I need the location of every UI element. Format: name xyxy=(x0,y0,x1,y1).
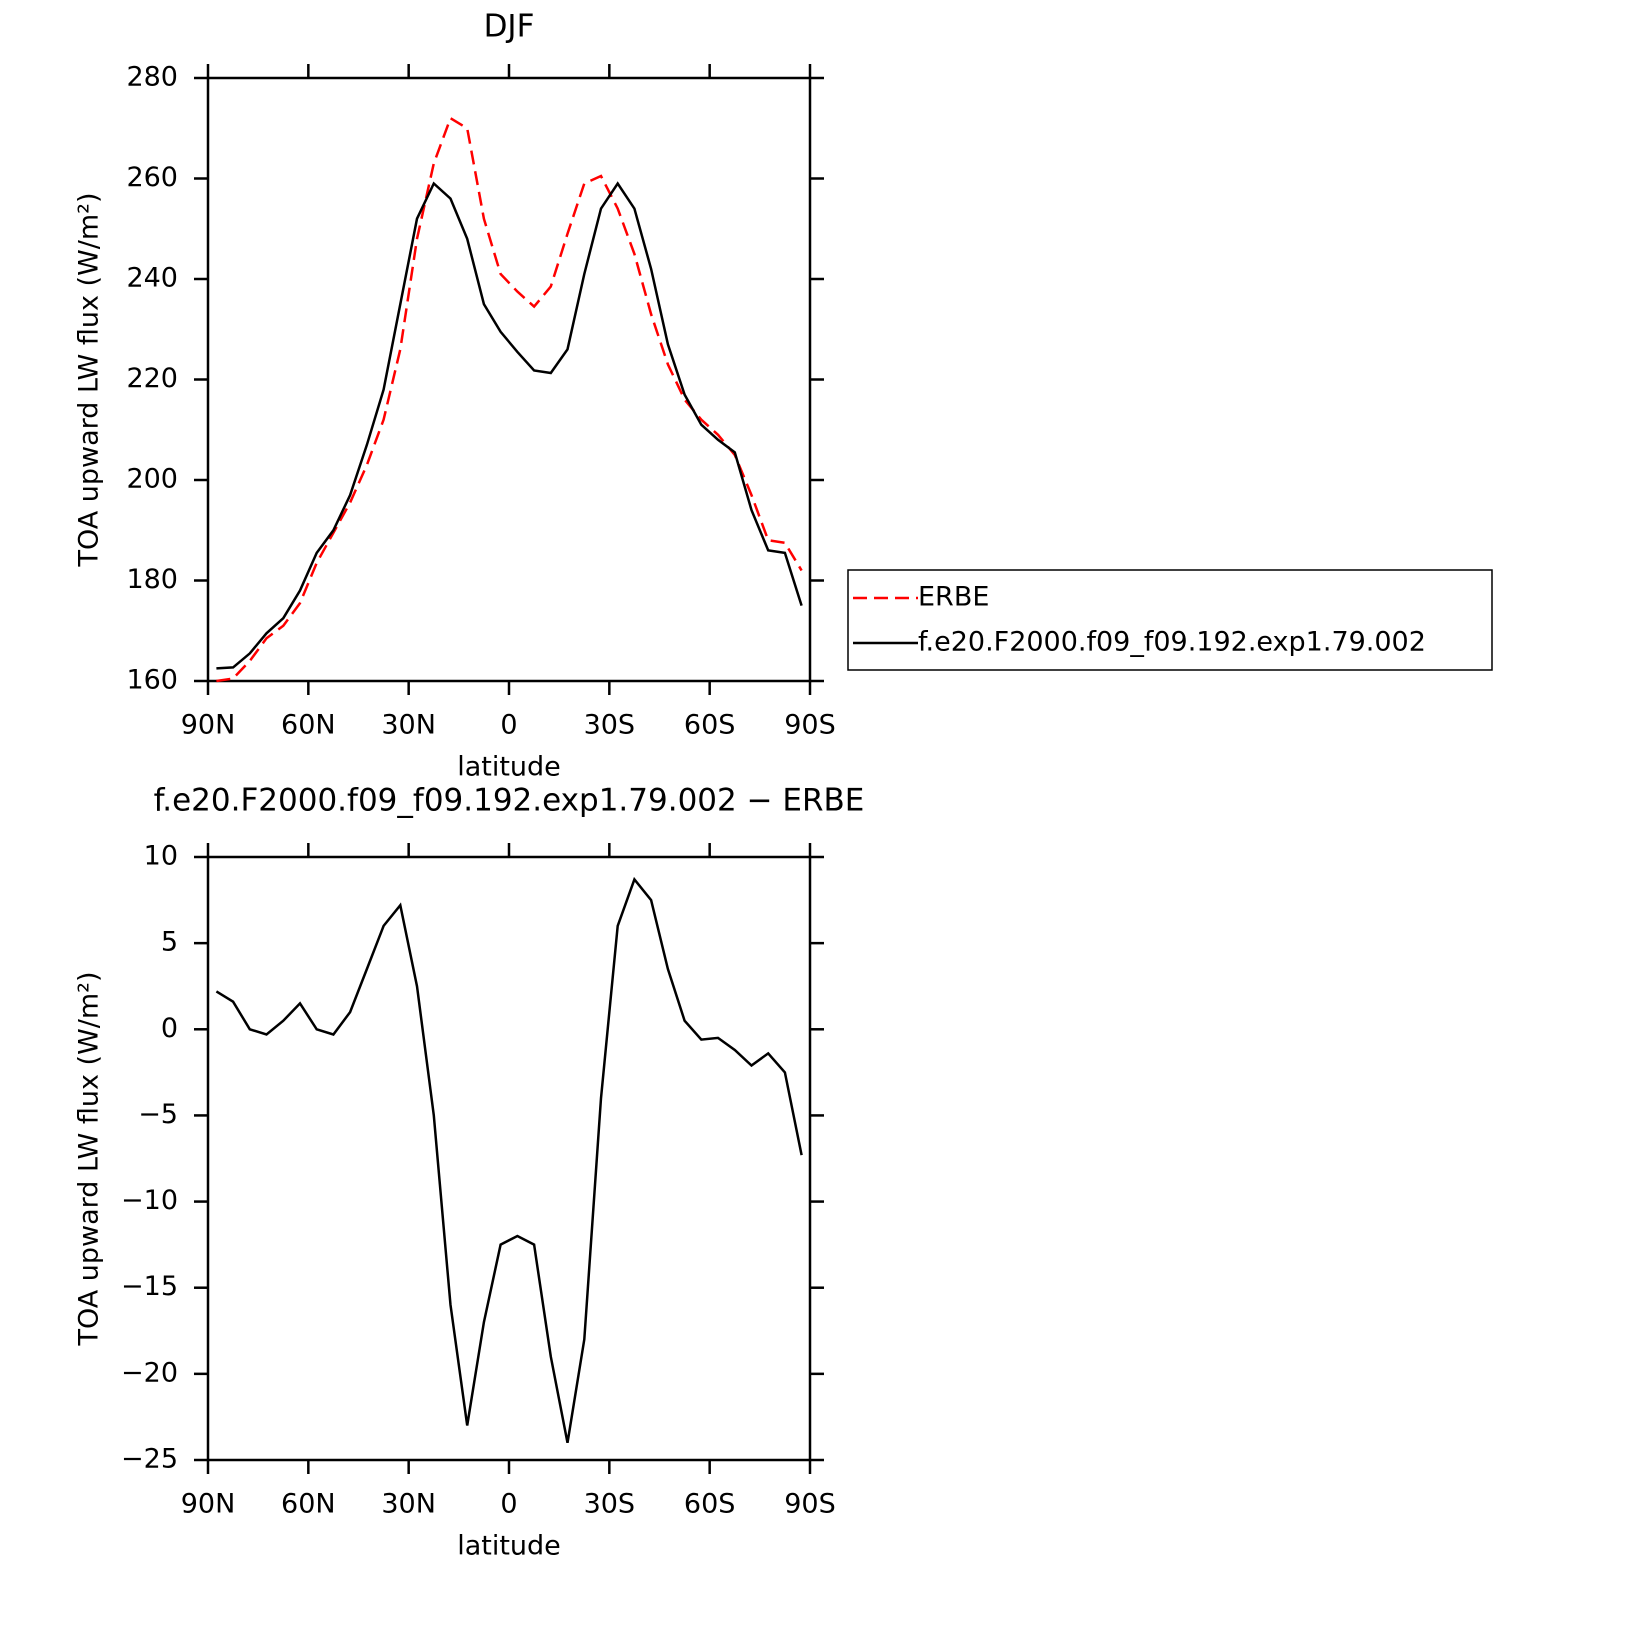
x-axis-label: latitude xyxy=(457,1531,561,1562)
data-line xyxy=(215,876,803,1444)
x-tick-label: 60N xyxy=(281,1489,336,1520)
x-tick-label: 30S xyxy=(584,710,636,741)
y-tick-label: 160 xyxy=(126,665,178,696)
y-tick-label: 220 xyxy=(126,363,178,394)
legend-label: ERBE xyxy=(918,582,989,613)
y-tick-label: 5 xyxy=(161,927,178,958)
plot-frame xyxy=(206,76,812,683)
x-tick-label: 30N xyxy=(381,1489,436,1520)
y-tick-label: −20 xyxy=(121,1357,178,1388)
x-tick-label: 60S xyxy=(684,1489,736,1520)
data-line xyxy=(216,116,803,683)
x-tick-label: 90N xyxy=(181,710,236,741)
plot-frame xyxy=(206,855,812,1462)
y-tick-label: 0 xyxy=(161,1013,178,1044)
y-tick-label: 240 xyxy=(126,263,178,294)
x-tick-label: 60N xyxy=(281,710,336,741)
x-tick-label: 30N xyxy=(381,710,436,741)
x-tick-label: 90N xyxy=(181,1489,236,1520)
x-tick-label: 90S xyxy=(784,1489,836,1520)
x-tick-label: 0 xyxy=(500,710,517,741)
y-axis-label: TOA upward LW flux (W/m²) xyxy=(74,971,105,1346)
y-tick-label: 280 xyxy=(126,62,178,93)
x-tick-label: 90S xyxy=(784,710,836,741)
y-tick-label: 260 xyxy=(126,162,178,193)
x-tick-label: 0 xyxy=(500,1489,517,1520)
y-tick-label: 10 xyxy=(144,841,178,872)
data-line xyxy=(216,181,803,670)
y-tick-label: 200 xyxy=(126,464,178,495)
legend-box xyxy=(847,569,1493,671)
y-tick-label: −25 xyxy=(121,1444,178,1475)
y-tick-label: −10 xyxy=(121,1185,178,1216)
y-tick-label: −5 xyxy=(138,1099,178,1130)
y-tick-label: −15 xyxy=(121,1271,178,1302)
x-axis-label: latitude xyxy=(457,752,561,783)
chart-title: f.e20.F2000.f09_f09.192.exp1.79.002 − ER… xyxy=(154,783,865,819)
legend-label: f.e20.F2000.f09_f09.192.exp1.79.002 xyxy=(918,627,1426,658)
x-tick-label: 30S xyxy=(584,1489,636,1520)
y-axis-label: TOA upward LW flux (W/m²) xyxy=(74,192,105,567)
chart-title: DJF xyxy=(484,9,535,45)
x-tick-label: 60S xyxy=(684,710,736,741)
y-tick-label: 180 xyxy=(126,564,178,595)
